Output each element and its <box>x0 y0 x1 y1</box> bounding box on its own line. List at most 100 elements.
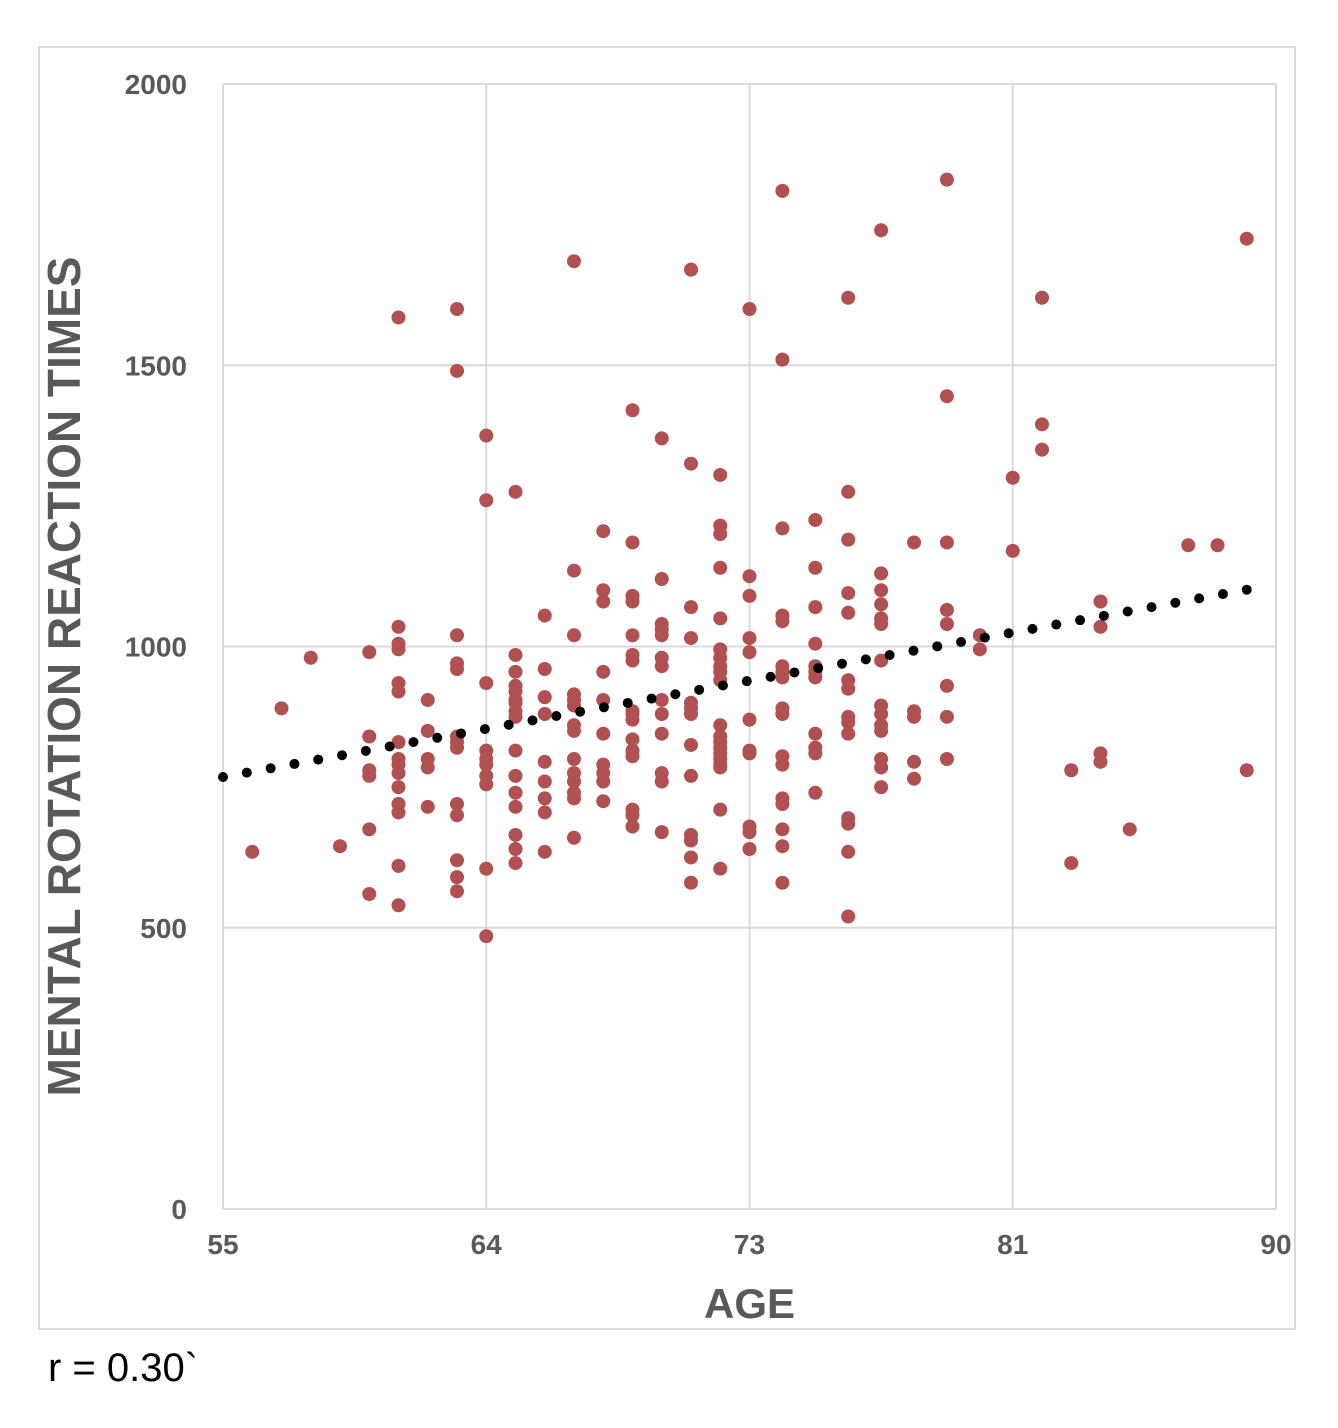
y-tick-label: 500 <box>140 913 187 944</box>
trendline-dot <box>337 750 348 761</box>
trendline-dot <box>1098 610 1109 621</box>
data-point <box>479 929 494 944</box>
trendline-dot <box>479 724 490 735</box>
data-point <box>362 645 377 660</box>
data-point <box>1064 763 1079 778</box>
trendline-dot <box>551 711 562 722</box>
trendline-dot <box>1051 619 1062 630</box>
data-point <box>450 870 464 885</box>
correlation-label: r = 0.30` <box>48 1346 199 1390</box>
data-point <box>684 875 698 890</box>
data-point <box>1181 538 1196 553</box>
data-point <box>874 617 889 631</box>
data-point <box>841 726 856 741</box>
data-point <box>654 774 669 789</box>
data-point <box>684 833 698 848</box>
data-point <box>684 707 698 721</box>
data-point <box>742 825 757 840</box>
data-point <box>391 898 406 913</box>
data-point <box>841 715 856 730</box>
data-point <box>450 628 464 643</box>
data-point <box>841 484 856 499</box>
trendline-dot <box>646 693 657 704</box>
data-point <box>874 566 889 581</box>
data-point <box>939 389 954 404</box>
data-point <box>508 664 523 679</box>
data-point <box>684 262 698 277</box>
trendline-dot <box>360 745 371 756</box>
data-point <box>874 723 889 738</box>
y-tick-label: 1000 <box>125 632 187 663</box>
data-point <box>742 588 757 603</box>
data-point <box>391 642 406 657</box>
data-point <box>775 839 790 854</box>
data-point <box>479 428 494 443</box>
data-point <box>391 619 406 634</box>
data-point <box>625 628 640 643</box>
data-point <box>742 645 757 660</box>
trendline-dot <box>1170 597 1181 608</box>
data-point <box>450 797 464 811</box>
trendline-dot <box>1075 615 1086 626</box>
data-point <box>1035 417 1049 432</box>
data-point <box>841 844 856 859</box>
data-point <box>479 676 494 691</box>
trendline-dot <box>1241 584 1252 595</box>
data-point <box>508 785 523 800</box>
data-point <box>420 723 435 738</box>
data-point <box>567 628 581 643</box>
data-point <box>625 594 640 609</box>
data-point <box>654 628 669 643</box>
trendline-dot <box>313 754 324 765</box>
data-point <box>939 535 954 550</box>
data-point <box>567 830 581 845</box>
data-point <box>907 709 922 724</box>
data-point <box>1093 754 1108 769</box>
trendline-dot <box>218 772 228 782</box>
data-point <box>625 403 640 418</box>
data-point <box>742 302 757 316</box>
data-point <box>450 302 464 316</box>
data-point <box>775 183 790 198</box>
data-point <box>654 707 669 721</box>
data-point <box>713 611 728 626</box>
data-point <box>450 662 464 676</box>
data-point <box>654 692 669 707</box>
data-point <box>362 887 377 901</box>
trendline-dot <box>289 758 300 769</box>
trendline-dot <box>717 680 728 691</box>
data-point <box>1035 442 1049 457</box>
trendline-dot <box>456 728 467 739</box>
data-point <box>596 664 611 679</box>
trendline-dot <box>670 689 681 700</box>
data-point <box>391 735 406 750</box>
data-point <box>567 563 581 578</box>
trendline-dot <box>979 632 990 643</box>
x-axis-title: AGE <box>704 1280 795 1327</box>
data-point <box>508 856 523 871</box>
trendline-dot <box>432 732 443 743</box>
chart-frame <box>38 46 1296 1330</box>
data-point <box>874 760 889 775</box>
x-tick-label: 55 <box>207 1229 238 1260</box>
data-point <box>1035 290 1049 305</box>
data-point <box>939 617 954 631</box>
data-point <box>654 825 669 840</box>
trendline-dot <box>837 658 848 669</box>
data-point <box>1210 538 1225 553</box>
data-point <box>567 254 581 269</box>
data-point <box>939 752 954 766</box>
data-point <box>450 740 464 755</box>
data-point <box>654 659 669 674</box>
data-point <box>625 749 640 764</box>
data-point <box>508 842 523 856</box>
data-point <box>245 844 260 859</box>
trendline-dot <box>1194 593 1205 604</box>
x-tick-label: 73 <box>734 1229 765 1260</box>
data-point <box>303 650 318 665</box>
data-point <box>742 631 757 646</box>
trendline-dot <box>1217 589 1228 600</box>
data-point <box>713 527 728 541</box>
data-point <box>450 808 464 823</box>
data-point <box>775 875 790 890</box>
